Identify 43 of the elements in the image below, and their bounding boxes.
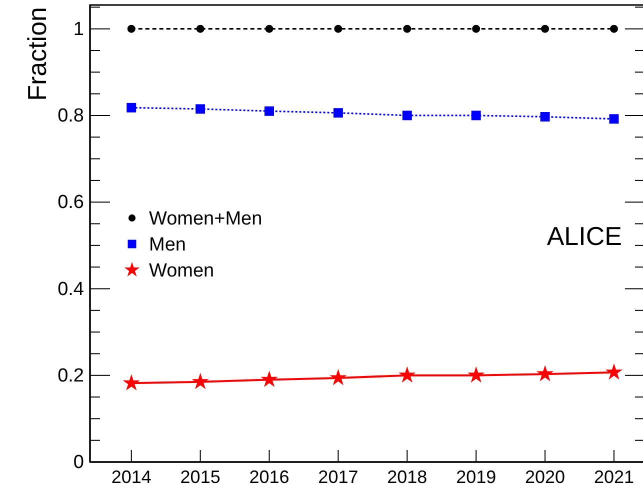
x-tick-label: 2016 <box>249 467 290 487</box>
y-tick-label: 0 <box>73 452 84 474</box>
legend-label: Women <box>149 260 214 282</box>
x-tick-label: 2017 <box>318 467 358 487</box>
y-tick-label: 0.8 <box>58 106 84 127</box>
point <box>541 24 550 33</box>
point <box>398 366 416 383</box>
legend-label: Men <box>149 234 186 256</box>
legend-label: Women+Men <box>149 208 262 230</box>
point <box>471 110 481 120</box>
x-tick-label: 2018 <box>387 467 428 487</box>
point <box>264 106 274 116</box>
point <box>260 370 278 387</box>
point <box>540 112 550 122</box>
point <box>402 110 412 120</box>
point <box>192 372 209 390</box>
point <box>472 24 480 33</box>
point <box>605 363 622 380</box>
x-tick-label: 2020 <box>525 467 566 487</box>
point <box>122 374 140 390</box>
point <box>468 366 485 383</box>
y-tick-label: 0.2 <box>58 365 84 386</box>
point <box>196 24 204 33</box>
point <box>610 24 618 33</box>
point <box>609 114 619 124</box>
y-tick-label: 1 <box>73 18 84 40</box>
y-tick-label: 0.4 <box>58 278 84 300</box>
x-tick-label: 2014 <box>111 467 152 487</box>
point <box>333 108 343 118</box>
point <box>196 104 206 114</box>
x-tick-label: 2021 <box>594 467 634 487</box>
point <box>127 24 136 33</box>
point <box>334 24 342 33</box>
point <box>330 369 347 386</box>
annotation: ALICE <box>546 221 622 251</box>
point <box>126 102 136 112</box>
point <box>403 24 412 33</box>
y-axis-title: Fraction <box>22 7 52 101</box>
x-tick-label: 2019 <box>456 467 496 487</box>
point <box>536 365 554 382</box>
point <box>265 24 274 33</box>
y-tick-label: 0.6 <box>58 192 84 214</box>
x-tick-label: 2015 <box>180 467 220 487</box>
